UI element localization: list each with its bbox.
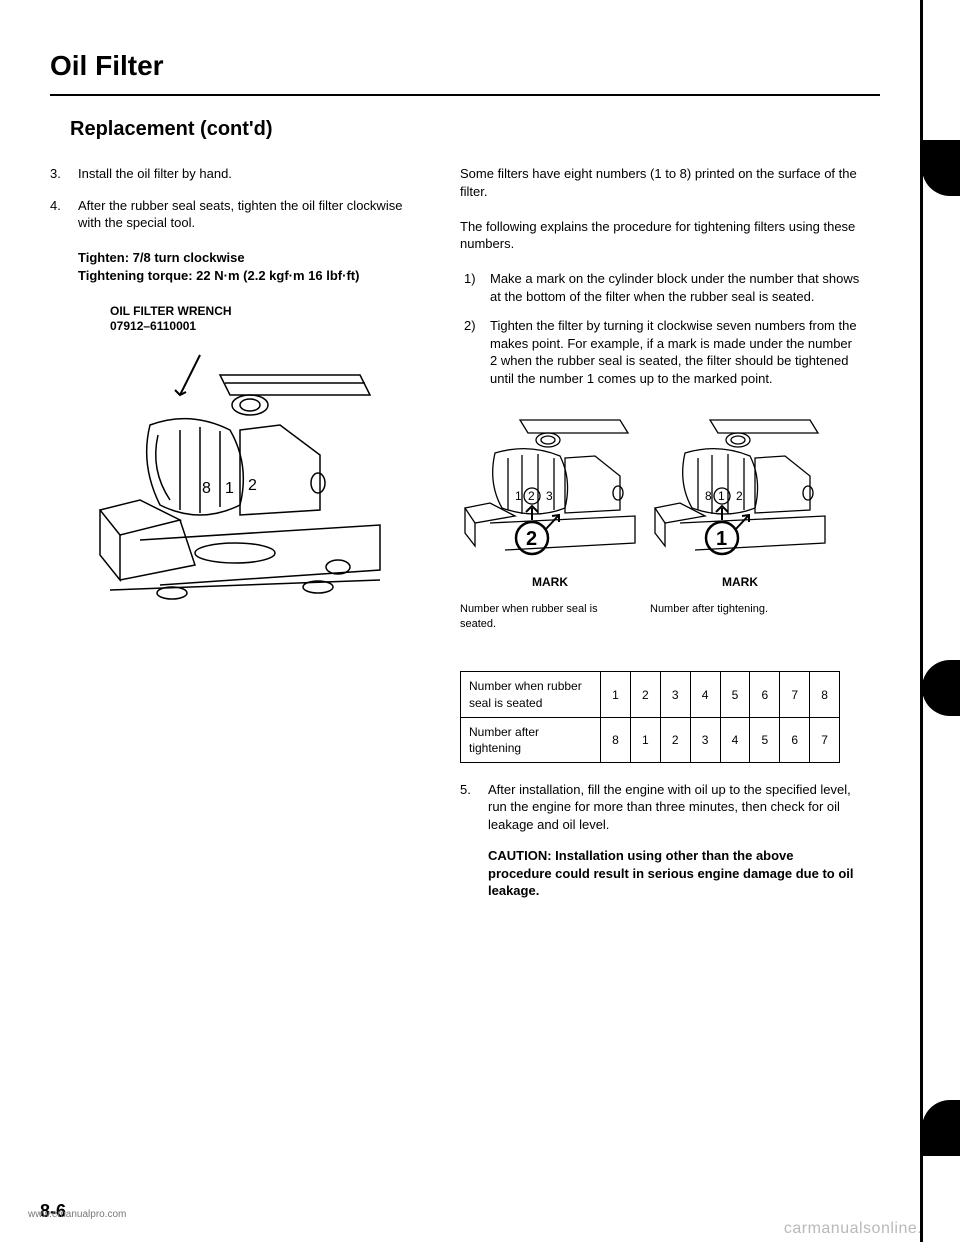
step-text: After installation, fill the engine with… bbox=[488, 781, 860, 900]
table-cell: 6 bbox=[750, 672, 780, 717]
binder-tab-icon bbox=[922, 1100, 960, 1156]
manual-page: Oil Filter Replacement (cont'd) 3. Insta… bbox=[0, 0, 960, 944]
binder-tab-icon bbox=[922, 660, 960, 716]
intro-paragraph-2: The following explains the procedure for… bbox=[460, 218, 860, 253]
table-cell: 7 bbox=[810, 717, 840, 762]
substep-number: 2) bbox=[464, 317, 482, 387]
filter-before-illustration: 1 2 3 2 bbox=[460, 408, 640, 568]
table-cell: 7 bbox=[780, 672, 810, 717]
caption-before: Number when rubber seal is seated. bbox=[460, 602, 620, 632]
source-watermark: www.emanualpro.com bbox=[28, 1209, 126, 1220]
wrench-label: OIL FILTER WRENCH 07912–6110001 bbox=[110, 304, 420, 333]
binder-edge bbox=[920, 0, 960, 1242]
table-cell: 8 bbox=[810, 672, 840, 717]
svg-text:2: 2 bbox=[736, 489, 743, 503]
table-row: Number after tightening 8 1 2 3 4 5 6 7 bbox=[461, 717, 840, 762]
wrench-partnum: 07912–6110001 bbox=[110, 319, 196, 333]
svg-text:1: 1 bbox=[716, 528, 727, 550]
table-cell: 3 bbox=[660, 672, 690, 717]
mark-label-right: MARK bbox=[650, 574, 830, 590]
step-4: 4. After the rubber seal seats, tighten … bbox=[50, 197, 420, 285]
table-cell: 4 bbox=[720, 717, 750, 762]
svg-text:2: 2 bbox=[248, 477, 257, 494]
table-cell: 6 bbox=[780, 717, 810, 762]
tighten-spec-2: Tightening torque: 22 N·m (2.2 kgf·m 16 … bbox=[78, 268, 359, 283]
table-cell: 1 bbox=[630, 717, 660, 762]
mark-label-left: MARK bbox=[460, 574, 640, 590]
page-title: Oil Filter bbox=[50, 50, 920, 82]
oil-filter-wrench-illustration: 8 1 2 bbox=[80, 335, 400, 615]
svg-text:8: 8 bbox=[202, 480, 211, 497]
table-cell: 8 bbox=[601, 717, 631, 762]
table-cell: 3 bbox=[690, 717, 720, 762]
table-row: Number when rubber seal is seated 1 2 3 … bbox=[461, 672, 840, 717]
table-cell: 5 bbox=[750, 717, 780, 762]
step-number: 5. bbox=[460, 781, 476, 900]
caution-label: CAUTION: bbox=[488, 848, 552, 863]
mark-label-row: MARK MARK bbox=[460, 574, 860, 590]
tighten-spec-1: Tighten: 7/8 turn clockwise bbox=[78, 250, 245, 265]
right-column: Some filters have eight numbers (1 to 8)… bbox=[460, 165, 860, 914]
svg-text:2: 2 bbox=[528, 489, 535, 503]
substep-2: 2) Tighten the filter by turning it cloc… bbox=[464, 317, 860, 387]
step-text-body: After the rubber seal seats, tighten the… bbox=[78, 198, 402, 231]
number-mapping-table: Number when rubber seal is seated 1 2 3 … bbox=[460, 671, 840, 763]
step-text: Install the oil filter by hand. bbox=[78, 165, 420, 183]
svg-text:3: 3 bbox=[546, 489, 553, 503]
table-cell: 1 bbox=[601, 672, 631, 717]
svg-text:2: 2 bbox=[526, 528, 537, 550]
substep-number: 1) bbox=[464, 270, 482, 305]
two-column-layout: 3. Install the oil filter by hand. 4. Af… bbox=[50, 165, 920, 914]
table-cell: 5 bbox=[720, 672, 750, 717]
wrench-name: OIL FILTER WRENCH bbox=[110, 304, 232, 318]
svg-text:1: 1 bbox=[718, 489, 725, 503]
binder-tab-icon bbox=[922, 140, 960, 196]
left-column: 3. Install the oil filter by hand. 4. Af… bbox=[50, 165, 420, 914]
divider bbox=[50, 94, 880, 96]
row-label: Number after tightening bbox=[461, 717, 601, 762]
svg-text:1: 1 bbox=[225, 480, 234, 497]
step-text: After the rubber seal seats, tighten the… bbox=[78, 197, 420, 285]
step-number: 4. bbox=[50, 197, 66, 285]
step-text-body: After installation, fill the engine with… bbox=[488, 782, 851, 832]
svg-text:1: 1 bbox=[515, 489, 522, 503]
substep-text: Tighten the filter by turning it clockwi… bbox=[490, 317, 860, 387]
table-cell: 2 bbox=[660, 717, 690, 762]
illustration-row: 1 2 3 2 bbox=[460, 408, 860, 568]
intro-paragraph-1: Some filters have eight numbers (1 to 8)… bbox=[460, 165, 860, 200]
substep-1: 1) Make a mark on the cylinder block und… bbox=[464, 270, 860, 305]
step-3: 3. Install the oil filter by hand. bbox=[50, 165, 420, 183]
caption-after: Number after tightening. bbox=[650, 602, 810, 632]
row-label: Number when rubber seal is seated bbox=[461, 672, 601, 717]
step-number: 3. bbox=[50, 165, 66, 183]
table-cell: 4 bbox=[690, 672, 720, 717]
section-subtitle: Replacement (cont'd) bbox=[70, 118, 920, 141]
table-cell: 2 bbox=[630, 672, 660, 717]
caption-row: Number when rubber seal is seated. Numbe… bbox=[460, 602, 860, 632]
filter-after-illustration: 8 1 2 1 bbox=[650, 408, 830, 568]
svg-text:8: 8 bbox=[705, 489, 712, 503]
substep-text: Make a mark on the cylinder block under … bbox=[490, 270, 860, 305]
caution-block: CAUTION: Installation using other than t… bbox=[488, 847, 860, 900]
step-5: 5. After installation, fill the engine w… bbox=[460, 781, 860, 900]
